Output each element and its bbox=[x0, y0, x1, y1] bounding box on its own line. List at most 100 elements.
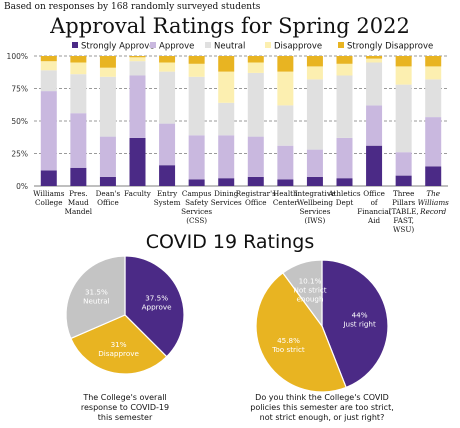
y-tick-label: 0% bbox=[16, 182, 28, 191]
bar-segment bbox=[218, 56, 235, 72]
bar-segment bbox=[366, 62, 383, 106]
pie-label: 44% bbox=[352, 310, 368, 319]
pie-label: Approve bbox=[142, 302, 172, 311]
pie-label: Just right bbox=[342, 319, 376, 328]
x-tick-label: Athletics bbox=[327, 189, 360, 198]
bar-segment bbox=[159, 56, 176, 63]
bar-segment bbox=[218, 102, 235, 136]
x-tick-label: (CSS) bbox=[186, 216, 207, 225]
pie-label: Not strict bbox=[293, 286, 326, 295]
bar-segment bbox=[70, 74, 87, 114]
legend-swatch bbox=[265, 42, 271, 48]
pie-slice bbox=[321, 259, 389, 389]
x-tick-label: FAST, bbox=[393, 216, 414, 225]
bar-segment bbox=[277, 105, 294, 146]
bar-segment bbox=[188, 179, 205, 186]
pie-slice bbox=[124, 255, 185, 358]
legend-label: Disapprove bbox=[274, 42, 322, 52]
bar-segment bbox=[99, 76, 116, 137]
pie-label: Disapprove bbox=[98, 349, 139, 358]
legend-label: Strongly Approve bbox=[81, 42, 155, 52]
pie-label: 31% bbox=[111, 340, 127, 349]
legend-swatch bbox=[338, 42, 344, 48]
x-tick-label: Center bbox=[273, 198, 299, 207]
x-tick-label: Wellbeing bbox=[297, 198, 333, 207]
bar-segment bbox=[188, 56, 205, 64]
pie-slice bbox=[65, 255, 126, 340]
bar-segment bbox=[247, 176, 264, 186]
x-tick-label: The bbox=[426, 189, 440, 198]
bar-segment bbox=[336, 56, 353, 64]
x-tick-label: Services bbox=[211, 198, 242, 207]
bar-segment bbox=[99, 136, 116, 177]
legend-swatch bbox=[205, 42, 211, 48]
bar-segment bbox=[99, 67, 116, 77]
bar-segment bbox=[247, 72, 264, 137]
bar-segment bbox=[336, 63, 353, 76]
x-tick-label: Dining bbox=[214, 189, 239, 198]
bar-segment bbox=[218, 135, 235, 179]
x-tick-label: Faculty bbox=[124, 189, 152, 198]
bar-segment bbox=[306, 176, 323, 186]
bar-segment bbox=[129, 61, 146, 76]
bar-segment bbox=[40, 91, 57, 171]
bar-segment bbox=[159, 71, 176, 124]
bar-segment bbox=[159, 123, 176, 166]
bar-segment bbox=[425, 66, 442, 80]
x-tick-label: Aid bbox=[367, 216, 380, 225]
x-tick-label: Safety bbox=[185, 198, 209, 207]
x-tick-label: (IWS) bbox=[305, 216, 326, 225]
bar-segment bbox=[425, 56, 442, 67]
x-tick-label: Entry bbox=[157, 189, 178, 198]
x-tick-label: Pillars bbox=[392, 198, 415, 207]
legend-label: Neutral bbox=[214, 42, 245, 52]
x-tick-label: College bbox=[35, 198, 63, 207]
bar-segment bbox=[366, 105, 383, 146]
x-tick-label: Office bbox=[97, 198, 119, 207]
x-tick-label: Maud bbox=[68, 198, 89, 207]
bar-segment bbox=[395, 84, 412, 153]
bar-segment bbox=[159, 62, 176, 72]
x-tick-label: Integrative bbox=[295, 189, 335, 198]
x-tick-label: Williams bbox=[33, 189, 65, 198]
pie-label: Too strict bbox=[271, 345, 305, 354]
y-tick-label: 100% bbox=[7, 52, 28, 61]
bar-segment bbox=[218, 71, 235, 103]
pie-caption: policies this semester are too strict, bbox=[250, 403, 394, 412]
bar-segment bbox=[129, 75, 146, 138]
bar-segment bbox=[277, 145, 294, 180]
bar-segment bbox=[247, 56, 264, 63]
pie-caption: response to COVID-19 bbox=[81, 403, 169, 412]
pie-caption: Do you think the College's COVID bbox=[255, 393, 389, 402]
x-tick-label: Health bbox=[273, 189, 298, 198]
y-tick-label: 25% bbox=[11, 150, 28, 159]
x-tick-label: Williams bbox=[418, 198, 450, 207]
x-tick-label: of bbox=[371, 198, 379, 207]
bar-segment bbox=[336, 75, 353, 138]
y-tick-label: 75% bbox=[11, 85, 28, 94]
legend-swatch bbox=[72, 42, 78, 48]
bar-segment bbox=[70, 113, 87, 168]
bar-segment bbox=[40, 170, 57, 186]
bar-segment bbox=[277, 179, 294, 186]
bar-segment bbox=[188, 63, 205, 77]
bar-segment bbox=[188, 76, 205, 136]
x-tick-label: Dean's bbox=[96, 189, 121, 198]
bar-segment bbox=[40, 70, 57, 92]
bar-segment bbox=[395, 66, 412, 85]
pie-caption: this semester bbox=[98, 413, 153, 422]
x-tick-label: Mandel bbox=[65, 207, 93, 216]
bar-segment bbox=[159, 165, 176, 186]
bar-segment bbox=[395, 175, 412, 186]
bar-segment bbox=[70, 62, 87, 75]
bar-segment bbox=[425, 166, 442, 186]
x-tick-label: Financial bbox=[357, 207, 391, 216]
chart-title: Approval Ratings for Spring 2022 bbox=[50, 14, 410, 38]
pie-caption: not strict enough, or just right? bbox=[260, 413, 385, 422]
x-tick-label: Pres. bbox=[69, 189, 88, 198]
bar-segment bbox=[366, 145, 383, 186]
bar-segment bbox=[306, 56, 323, 67]
bar-segment bbox=[40, 56, 57, 62]
x-tick-label: System bbox=[154, 198, 181, 207]
